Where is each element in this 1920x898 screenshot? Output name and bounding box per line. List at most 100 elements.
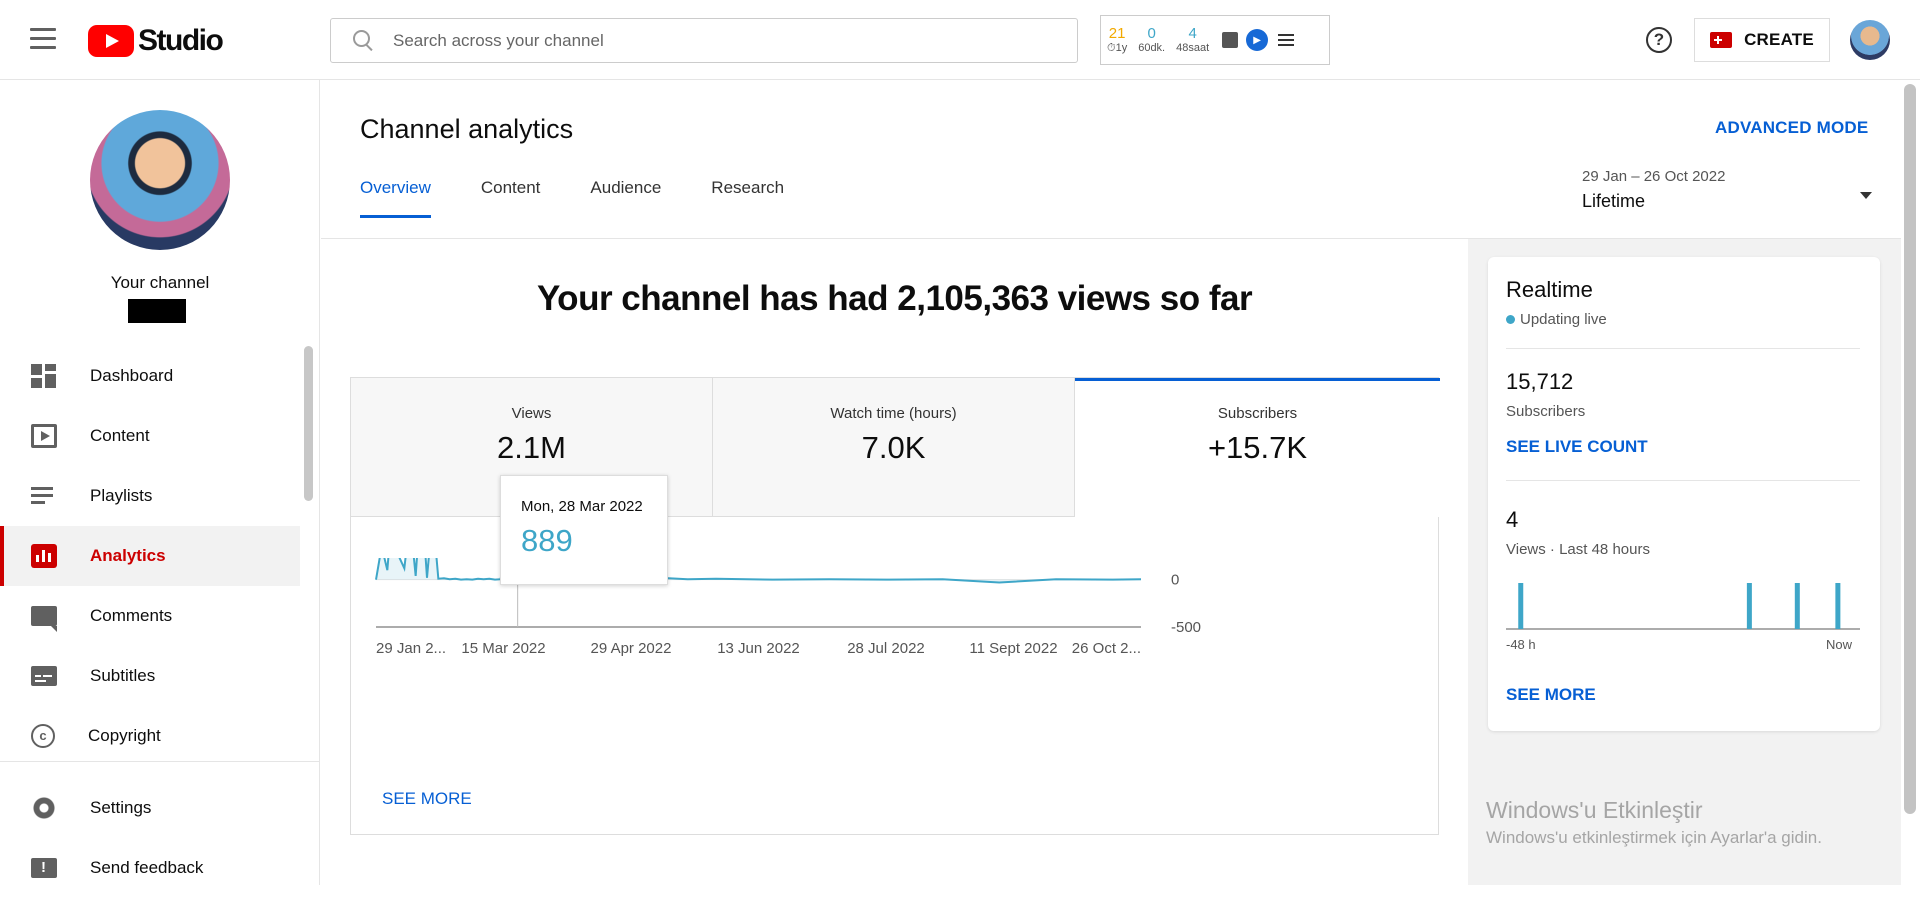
sidebar-item-label: Subtitles [90,666,156,685]
sidebar-item-copyright[interactable]: c Copyright [0,706,300,766]
subscriber-label: Subscribers [1506,403,1586,420]
see-live-count-link[interactable]: SEE LIVE COUNT [1506,437,1648,456]
chart-tooltip: Mon, 28 Mar 2022 889 [500,475,668,585]
ext-stat-label: 60dk. [1138,41,1166,54]
copyright-icon: c [31,724,55,748]
sidebar-item-label: Content [90,426,150,445]
tabs-divider [321,238,1901,239]
metric-value: +15.7K [1207,430,1308,465]
logo-text: Studio [138,24,224,57]
sidebar-scrollbar[interactable] [304,346,313,501]
metric-watch-time[interactable]: Watch time (hours) 7.0K [713,378,1075,517]
gear-icon [31,796,57,820]
list-menu-icon[interactable] [1278,31,1295,49]
x-tick-label: 26 Oct 2... [1072,640,1141,657]
extension-widget[interactable]: 21 ⏱1y 0 60dk. 4 48saat ▶ [1100,15,1330,65]
x-tick-label: 29 Jan 2... [376,640,446,657]
realtime-bar[interactable] [1518,583,1524,629]
youtube-logo-icon [88,25,134,57]
sidebar-item-label: Comments [90,606,173,625]
watermark-subtitle: Windows'u etkinleştirmek için Ayarlar'a … [1486,828,1822,847]
realtime-axis-end: Now [1826,637,1853,652]
ext-stat-value: 21 [1108,24,1126,42]
subscriber-count: 15,712 [1506,369,1574,394]
sidebar-item-feedback[interactable]: Send feedback [0,838,300,898]
sidebar-item-comments[interactable]: Comments [0,586,300,646]
realtime-bar-chart[interactable] [1488,573,1880,633]
tab-research[interactable]: Research [711,178,785,197]
sidebar-item-label: Copyright [88,726,161,745]
main-area: Channel analytics ADVANCED MODE Overview… [321,80,1901,885]
channel-avatar[interactable] [90,110,230,250]
page-scrollbar[interactable] [1904,84,1916,814]
sidebar-item-analytics[interactable]: Analytics [0,526,300,586]
metric-label: Watch time (hours) [830,405,957,422]
date-range-label: Lifetime [1582,191,1646,211]
search-bar[interactable] [330,18,1078,63]
account-avatar[interactable] [1850,20,1890,60]
realtime-bar[interactable] [1835,583,1841,629]
metric-value: 2.1M [497,430,566,465]
tab-audience[interactable]: Audience [590,178,662,197]
menu-icon[interactable] [30,28,56,50]
help-icon[interactable]: ? [1646,27,1672,53]
realtime-bar[interactable] [1746,583,1752,629]
realtime-divider [1506,480,1860,481]
line-series [375,558,1142,584]
tab-content[interactable]: Content [480,178,541,197]
sidebar-item-label: Send feedback [90,858,204,877]
date-range-selector[interactable]: 29 Jan – 26 Oct 2022 Lifetime [1582,168,1882,212]
watermark-title: Windows'u Etkinleştir [1486,797,1703,823]
metric-value: 7.0K [861,430,926,465]
metric-subscribers[interactable]: Subscribers +15.7K [1075,378,1440,517]
ext-stat-value: 4 [1188,24,1197,42]
comments-icon [31,606,57,632]
tab-overview[interactable]: Overview [360,178,431,218]
date-range-text: 29 Jan – 26 Oct 2022 [1582,168,1726,185]
advanced-mode-button[interactable]: ADVANCED MODE [1715,118,1869,137]
x-tick-label: 11 Sept 2022 [969,640,1057,657]
realtime-axis-start: -48 h [1506,637,1536,652]
sidebar-item-content[interactable]: Content [0,406,300,466]
content-icon [31,424,57,448]
bar-chart-icon[interactable] [1222,32,1239,48]
x-tick-label: 15 Mar 2022 [461,640,545,657]
see-more-link[interactable]: SEE MORE [382,789,472,808]
windows-activation-watermark: Windows'u Etkinleştir Windows'u etkinleş… [1486,797,1822,848]
ext-stat-value: 0 [1147,24,1156,42]
create-label: CREATE [1744,30,1814,49]
ext-stat-label: 48saat [1176,41,1210,54]
ext-stat: 0 60dk. [1138,24,1166,55]
page-title: Channel analytics [360,114,574,144]
search-input[interactable] [393,30,1033,51]
subtitles-icon [31,666,57,686]
play-circle-icon[interactable]: ▶ [1246,29,1269,51]
sidebar-item-dashboard[interactable]: Dashboard [0,346,300,406]
live-status: Updating live [1506,311,1607,328]
sidebar-item-label: Playlists [90,486,153,505]
analytics-tabs: Overview Content Audience Research [360,178,834,218]
sidebar-item-label: Dashboard [90,366,174,385]
sidebar-item-settings[interactable]: Settings [0,778,300,838]
sidebar-item-label: Settings [90,798,152,817]
realtime-card: Realtime Updating live 15,712 Subscriber… [1488,257,1880,731]
feedback-icon [31,858,57,878]
realtime-divider [1506,348,1860,349]
y-tick-label: 0 [1171,572,1179,589]
metric-label: Views [511,405,552,422]
studio-logo[interactable]: Studio [88,24,224,58]
sidebar-item-subtitles[interactable]: Subtitles [0,646,300,706]
realtime-bar[interactable] [1794,583,1800,629]
x-tick-label: 28 Jul 2022 [847,640,925,657]
x-tick-label: 13 Jun 2022 [717,640,800,657]
sidebar-divider [0,761,320,762]
sidebar: Your channel Dashboard Content Playlists… [0,80,320,885]
realtime-see-more-link[interactable]: SEE MORE [1506,685,1596,704]
overview-content: Your channel has had 2,105,363 views so … [321,239,1468,885]
metrics-card: Views 2.1M Watch time (hours) 7.0K Subsc… [350,377,1440,835]
chevron-down-icon [1860,192,1872,199]
create-button[interactable]: CREATE [1694,18,1830,62]
sidebar-item-playlists[interactable]: Playlists [0,466,300,526]
your-channel-label: Your channel [110,273,210,292]
